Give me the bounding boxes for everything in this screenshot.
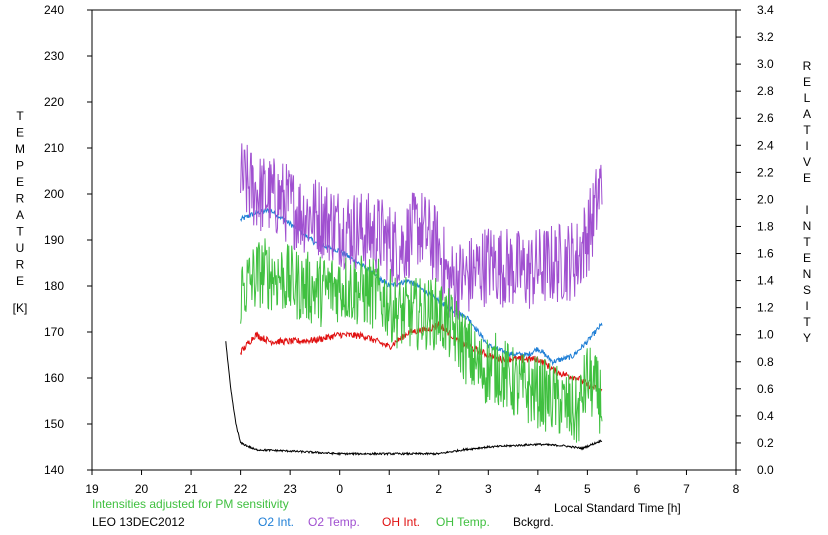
right-tick-label: 2.8 <box>757 84 774 98</box>
left-tick-label: 170 <box>44 325 64 339</box>
left-label-letter: E <box>16 274 24 288</box>
right-label-letter: Y <box>803 331 811 345</box>
right-label-letter: R <box>803 59 812 73</box>
right-tick-label: 0.2 <box>757 436 774 450</box>
left-label-letter: A <box>16 208 24 222</box>
x-tick-label: 5 <box>584 482 591 496</box>
right-tick-label: 3.2 <box>757 30 774 44</box>
right-label-letter: N <box>803 267 812 281</box>
left-label-letter: E <box>16 126 24 140</box>
right-tick-label: 0.8 <box>757 355 774 369</box>
x-axis: 19 20 21 22 23 0 1 2 3 4 5 6 7 8 <box>85 470 740 496</box>
right-label-letter: A <box>803 107 811 121</box>
right-label-letter: T <box>803 235 811 249</box>
x-tick-label: 6 <box>634 482 641 496</box>
left-tick-label: 150 <box>44 417 64 431</box>
x-axis-title: Local Standard Time [h] <box>554 501 681 515</box>
right-tick-label: 2.2 <box>757 165 774 179</box>
left-tick-label: 230 <box>44 49 64 63</box>
left-tick-label: 200 <box>44 187 64 201</box>
left-label-letter: P <box>16 159 24 173</box>
sensitivity-note: Intensities adjusted for PM sensitivity <box>92 497 289 511</box>
right-axis: 0.0 0.2 0.4 0.6 0.8 1.0 1.2 1.4 1.6 1.8 2.0 2.2 2.4 2… <box>736 3 774 477</box>
series-layer <box>225 143 603 457</box>
x-tick-label: 2 <box>435 482 442 496</box>
right-label-letter: T <box>803 123 811 137</box>
x-tick-label: 20 <box>135 482 149 496</box>
left-tick-label: 180 <box>44 279 64 293</box>
legend-entry: OH Temp. <box>436 515 490 529</box>
left-label-letter: T <box>16 109 24 123</box>
left-tick-label: 220 <box>44 95 64 109</box>
x-tick-label: 0 <box>336 482 343 496</box>
right-tick-label: 1.4 <box>757 274 774 288</box>
legend-entry: O2 Int. <box>258 515 294 529</box>
right-tick-label: 3.0 <box>757 57 774 71</box>
x-tick-label: 7 <box>683 482 690 496</box>
series-line-bckgrd <box>225 341 603 457</box>
right-label-letter: V <box>803 155 811 169</box>
right-label-letter: N <box>803 219 812 233</box>
right-tick-label: 1.2 <box>757 301 774 315</box>
legend-entry: Bckgrd. <box>513 515 554 529</box>
right-label-letter: I <box>805 139 808 153</box>
left-axis: 140 150 160 170 180 190 200 210 220 230 240 <box>44 3 92 477</box>
x-tick-label: 23 <box>283 482 297 496</box>
right-tick-label: 3.4 <box>757 3 774 17</box>
left-tick-label: 210 <box>44 141 64 155</box>
x-tick-label: 3 <box>485 482 492 496</box>
x-tick-label: 8 <box>733 482 740 496</box>
right-tick-label: 1.6 <box>757 247 774 261</box>
plot-frame <box>91 9 737 471</box>
right-tick-label: 2.4 <box>757 138 774 152</box>
right-label-letter: E <box>803 251 811 265</box>
right-tick-label: 1.8 <box>757 219 774 233</box>
left-axis-unit: [K] <box>13 301 28 315</box>
left-tick-label: 160 <box>44 371 64 385</box>
right-label-letter: T <box>803 315 811 329</box>
left-label-letter: T <box>16 225 24 239</box>
legend: O2 Int. O2 Temp. OH Int. OH Temp. Bckgrd. <box>258 515 554 529</box>
left-label-letter: E <box>16 175 24 189</box>
station-label: LEO 13DEC2012 <box>92 515 185 529</box>
right-tick-label: 0.4 <box>757 409 774 423</box>
left-label-letter: U <box>16 241 25 255</box>
legend-entry: OH Int. <box>382 515 420 529</box>
legend-entry: O2 Temp. <box>308 515 360 529</box>
right-tick-label: 0.0 <box>757 463 774 477</box>
right-tick-label: 2.6 <box>757 111 774 125</box>
x-tick-label: 4 <box>535 482 542 496</box>
right-tick-label: 0.6 <box>757 382 774 396</box>
series-line-oh-temp <box>240 238 603 443</box>
left-label-letter: R <box>16 192 25 206</box>
left-tick-label: 240 <box>44 3 64 17</box>
right-tick-label: 2.0 <box>757 192 774 206</box>
right-label-letter: E <box>803 75 811 89</box>
right-label-letter: L <box>804 91 811 105</box>
x-tick-label: 22 <box>234 482 248 496</box>
series-line-o2-temp <box>240 143 603 320</box>
left-label-letter: M <box>15 142 25 156</box>
right-label-letter: I <box>805 203 808 217</box>
left-label-letter: R <box>16 258 25 272</box>
right-label-letter: S <box>803 283 811 297</box>
right-tick-label: 1.0 <box>757 328 774 342</box>
x-tick-label: 19 <box>85 482 99 496</box>
left-tick-label: 140 <box>44 463 64 477</box>
right-label-letter: E <box>803 171 811 185</box>
left-tick-label: 190 <box>44 233 64 247</box>
x-tick-label: 21 <box>184 482 198 496</box>
x-tick-label: 1 <box>386 482 393 496</box>
right-label-letter: I <box>805 299 808 313</box>
